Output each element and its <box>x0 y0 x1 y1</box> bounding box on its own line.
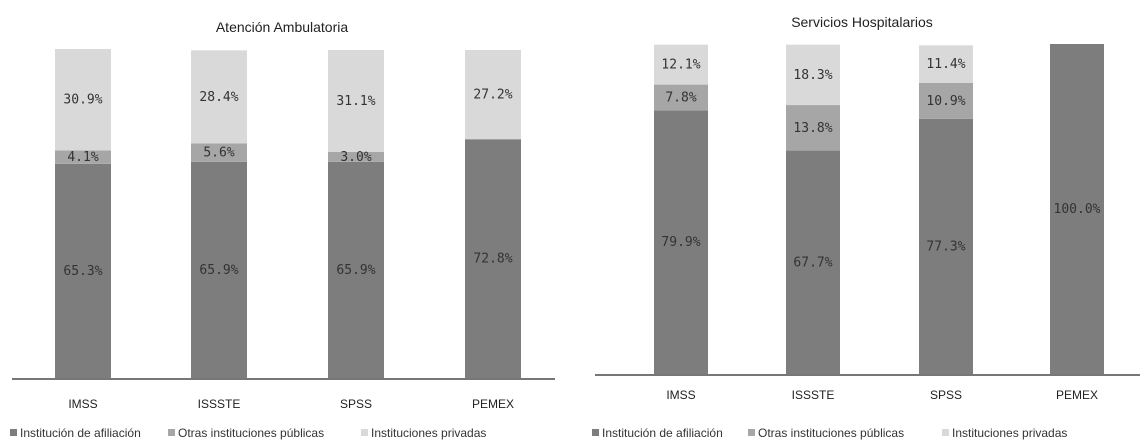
bar-segment <box>328 152 384 162</box>
data-label: 67.7% <box>793 255 832 270</box>
data-label: 5.6% <box>203 146 234 161</box>
x-tick-label: ISSSTE <box>198 397 241 411</box>
chart-title: Servicios Hospitalarios <box>791 14 933 30</box>
legend-swatch <box>748 429 755 436</box>
chart-title: Atención Ambulatoria <box>216 19 349 35</box>
legend-label: Instituciones privadas <box>952 426 1067 440</box>
legend-label: Institución de afiliación <box>602 426 723 440</box>
data-label: 77.3% <box>926 239 965 254</box>
bar-segment <box>191 161 247 378</box>
data-label: 13.8% <box>793 121 832 136</box>
data-label: 100.0% <box>1054 202 1101 217</box>
bar-segment <box>919 45 973 83</box>
data-label: 3.0% <box>340 150 371 165</box>
data-label: 31.1% <box>336 94 375 109</box>
data-label: 72.8% <box>473 252 512 267</box>
data-label: 10.9% <box>926 94 965 109</box>
chart-atencion-ambulatoria: Atención Ambulatoria 65.3% 4.1% 30.9% 65.9%… <box>10 19 555 440</box>
bar-segment <box>654 84 708 111</box>
bar-segment <box>1050 44 1104 374</box>
data-label: 65.9% <box>336 263 375 278</box>
legend-label: Otras instituciones públicas <box>758 426 904 440</box>
bar-segment <box>654 44 708 85</box>
bar-segment <box>191 50 247 144</box>
data-label: 28.4% <box>199 90 238 105</box>
legend-swatch <box>361 429 368 436</box>
bar-segment <box>786 105 840 151</box>
legend-swatch <box>592 429 599 436</box>
bar-segment <box>786 150 840 374</box>
bar-segment <box>55 150 111 164</box>
data-label: 30.9% <box>63 93 102 108</box>
x-tick-label: IMSS <box>68 397 97 411</box>
x-tick-label: PEMEX <box>1056 388 1098 402</box>
bar-segment <box>55 49 111 151</box>
data-label: 7.8% <box>665 90 696 105</box>
bar-segment <box>328 50 384 153</box>
bar-segment <box>919 118 973 374</box>
x-tick-label: IMSS <box>666 388 695 402</box>
legend-label: Instituciones privadas <box>371 426 486 440</box>
data-label: 27.2% <box>473 88 512 103</box>
data-label: 79.9% <box>661 235 700 250</box>
bar-segment <box>55 163 111 378</box>
bar-segment <box>654 110 708 374</box>
chart-servicios-hospitalarios: Servicios Hospitalarios 79.9% 7.8% 12.1% 67… <box>592 14 1140 440</box>
legend-label: Otras instituciones públicas <box>178 426 324 440</box>
x-tick-label: SPSS <box>930 388 962 402</box>
legend-swatch <box>10 429 17 436</box>
legend-swatch <box>942 429 949 436</box>
data-label: 18.3% <box>793 68 832 83</box>
bar-segment <box>465 50 521 140</box>
bar-segment <box>786 44 840 106</box>
data-label: 12.1% <box>661 58 700 73</box>
bar-segment <box>328 161 384 378</box>
bar-segment <box>465 139 521 378</box>
legend-label: Institución de afiliación <box>20 426 141 440</box>
x-tick-label: SPSS <box>340 397 372 411</box>
data-label: 11.4% <box>926 57 965 72</box>
data-label: 65.3% <box>63 264 102 279</box>
bar-segment <box>191 143 247 162</box>
x-tick-label: PEMEX <box>472 397 514 411</box>
legend-swatch <box>168 429 175 436</box>
bar-segment <box>919 82 973 119</box>
data-label: 4.1% <box>67 150 98 165</box>
x-tick-label: ISSSTE <box>792 388 835 402</box>
data-label: 65.9% <box>199 263 238 278</box>
